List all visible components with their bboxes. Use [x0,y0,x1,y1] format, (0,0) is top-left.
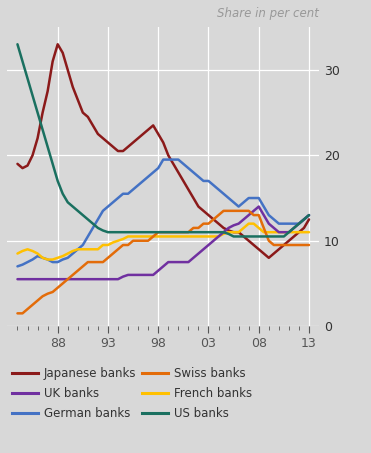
Legend: Japanese banks, UK banks, German banks, Swiss banks, French banks, US banks: Japanese banks, UK banks, German banks, … [7,362,257,424]
Text: Share in per cent: Share in per cent [217,7,319,20]
